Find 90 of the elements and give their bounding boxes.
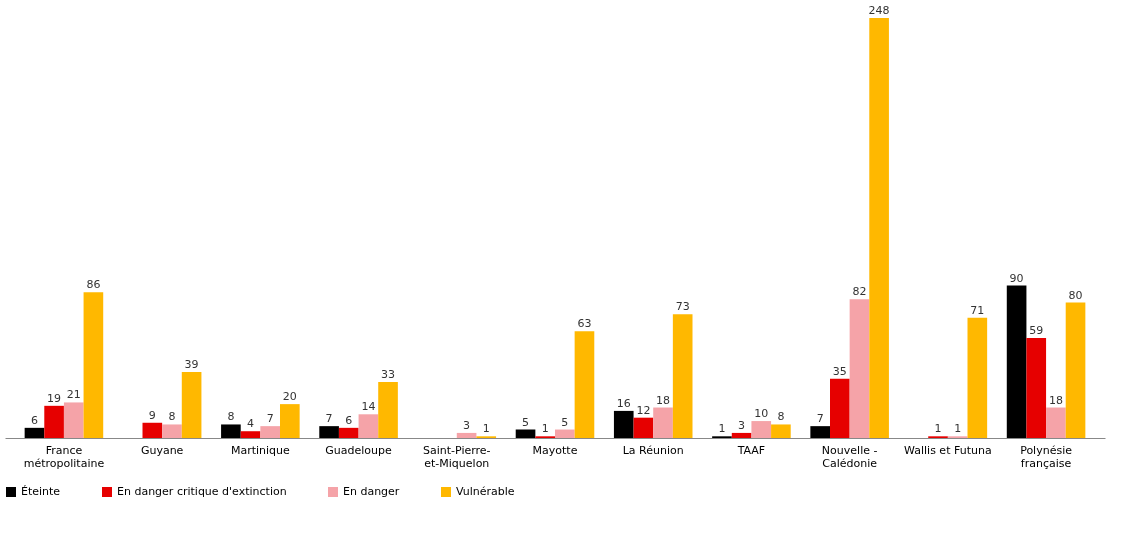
data-label: 80 [1068,288,1083,302]
data-label: 7 [266,412,274,426]
data-label: 5 [522,415,530,429]
data-label: 35 [832,364,847,378]
bar [181,371,202,438]
bar [830,378,850,438]
data-label: 14 [361,400,376,414]
bar [162,424,182,438]
data-label: 18 [1048,393,1063,407]
data-label: 6 [345,413,353,427]
x-tick-label: Saint-Pierre- et-Miquelon [422,443,491,470]
bar [574,331,595,438]
x-tick-label: Guadeloupe [325,443,393,457]
data-label: 1 [718,422,726,436]
x-tick-label: Polynésie française [1020,443,1073,470]
bar [378,382,398,438]
bar [240,431,261,438]
data-label: 9 [148,408,156,422]
data-label: 1 [954,422,962,436]
x-tick-label: Guyane [140,443,184,457]
bar [672,314,693,438]
data-label: 86 [86,278,101,292]
bar [613,410,634,438]
bar [280,404,300,438]
data-label: 1 [541,422,549,436]
data-label: 90 [1009,271,1024,285]
x-tick-label: Mayotte [532,443,578,457]
x-tick-label: Wallis et Futuna [904,443,992,457]
legend-label: En danger critique d'extinction [117,485,287,498]
bar [44,405,64,438]
legend-label: Éteinte [21,485,61,498]
bar [810,426,830,438]
data-label: 6 [30,413,38,427]
bar [358,414,379,438]
data-label: 82 [852,285,867,299]
x-tick-label: Martinique [230,443,291,457]
data-label: 8 [168,410,176,424]
bar [456,432,477,438]
data-label: 248 [868,4,890,17]
bar [1006,285,1027,438]
bar [771,424,791,438]
data-label: 20 [282,390,297,404]
x-tick-label: La Réunion [622,443,684,457]
bar [1065,302,1086,438]
data-label: 3 [463,418,471,432]
bar [731,432,752,438]
data-label: 7 [816,412,824,426]
data-label: 4 [247,417,255,431]
bar [555,429,575,438]
data-label: 33 [381,368,396,382]
data-label: 59 [1029,324,1044,338]
data-label: 16 [616,396,631,410]
data-label: 63 [577,317,592,331]
data-label: 10 [754,407,769,421]
bar [142,422,163,438]
data-label: 8 [777,410,785,424]
bar [849,299,870,438]
data-label: 1 [482,422,490,436]
x-tick-label: Nouvelle - Calédonie [821,443,878,470]
data-label: 7 [325,412,333,426]
bar [83,292,104,438]
data-label: 21 [66,388,81,402]
bar [869,18,889,438]
legend-label: Vulnérable [456,485,515,498]
x-tick-label: France métropolitaine [23,443,105,470]
bar [221,424,241,438]
data-label: 73 [675,300,690,314]
bar [63,402,84,438]
bar [633,417,654,438]
data-label: 19 [47,391,62,405]
data-label: 12 [636,403,651,417]
bar [1026,338,1047,438]
bar [319,426,339,438]
bar [338,427,359,438]
data-label: 3 [738,418,746,432]
x-tick-label: TAAF [736,443,766,457]
data-label: 1 [934,422,942,436]
data-label: 18 [656,393,671,407]
bar [24,427,45,438]
bar [515,429,536,438]
bar [967,317,988,438]
legend-label: En danger [343,485,400,498]
bar [653,407,673,438]
bar [1046,407,1066,438]
data-label: 39 [184,357,199,371]
bar [751,421,772,438]
data-label: 5 [561,415,569,429]
data-label: 71 [970,303,985,317]
bar [260,426,280,438]
data-label: 8 [227,410,235,424]
